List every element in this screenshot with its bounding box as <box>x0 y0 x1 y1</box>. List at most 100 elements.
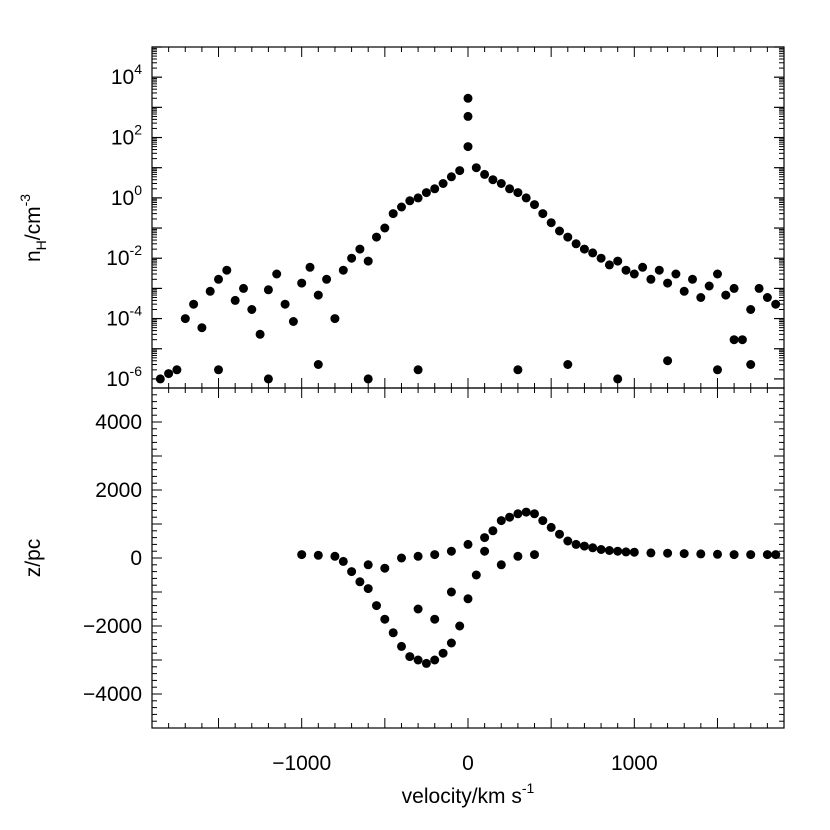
density-point <box>505 184 515 194</box>
density-point <box>455 166 465 176</box>
density-point <box>654 265 664 275</box>
density-point <box>496 179 506 188</box>
density-point <box>696 293 706 302</box>
height-point <box>696 549 706 559</box>
density-point <box>638 262 648 272</box>
density-point <box>721 290 731 300</box>
density-y-tick-label: 100 <box>111 182 142 210</box>
density-point <box>247 305 257 314</box>
density-point <box>646 274 656 284</box>
density-point <box>263 374 273 384</box>
density-point <box>239 283 248 293</box>
density-point <box>421 188 431 198</box>
density-point <box>563 360 573 369</box>
height-velocity-panel: −4000 −2000 0 2000 4000 −1000 0 1000 z/pc velo… <box>22 387 785 808</box>
height-point <box>380 614 390 624</box>
density-point <box>305 262 315 272</box>
height-point <box>455 621 465 631</box>
density-y-tick-label: 10-4 <box>106 303 142 331</box>
height-point <box>297 550 307 560</box>
density-y-tick-label: 102 <box>111 122 142 150</box>
density-point <box>596 253 606 263</box>
height-point <box>571 539 581 549</box>
density-point <box>297 278 307 288</box>
x-axis-label: velocity/km s-1 <box>402 780 535 808</box>
density-point <box>746 305 756 314</box>
density-point <box>164 369 174 379</box>
height-point <box>546 522 556 532</box>
height-point <box>530 550 539 560</box>
density-x-ticks <box>151 47 785 388</box>
density-point <box>588 248 598 258</box>
density-point <box>313 290 323 300</box>
height-point <box>746 550 756 560</box>
density-point <box>463 142 473 152</box>
density-point <box>205 286 215 296</box>
height-point <box>363 560 373 570</box>
x-tick-label: 0 <box>462 752 474 775</box>
density-point <box>380 223 390 233</box>
density-point <box>762 293 772 302</box>
height-point <box>413 604 423 614</box>
density-y-label-exponent: -3 <box>17 194 33 207</box>
height-point <box>413 551 423 561</box>
height-point <box>513 509 523 519</box>
height-point <box>372 601 381 611</box>
density-point <box>430 184 440 194</box>
density-point <box>397 202 406 212</box>
height-point <box>397 641 406 651</box>
density-point <box>480 169 490 179</box>
density-point <box>713 269 722 279</box>
density-point <box>513 365 523 375</box>
height-y-axis-label: z/pc <box>22 539 45 578</box>
density-point <box>613 374 623 384</box>
height-point <box>513 551 523 561</box>
density-point <box>729 283 739 293</box>
height-point <box>463 594 473 604</box>
height-point <box>480 546 490 556</box>
density-point <box>579 244 589 254</box>
height-y-ticks: −4000 −2000 0 2000 4000 <box>83 387 784 729</box>
density-point <box>413 365 423 375</box>
density-point <box>688 274 697 284</box>
density-point <box>288 317 298 326</box>
height-point <box>397 553 406 563</box>
density-point <box>255 329 265 339</box>
density-point <box>621 265 631 275</box>
height-x-ticks: −1000 0 1000 <box>151 388 785 775</box>
height-point <box>446 587 456 597</box>
density-point <box>713 365 722 375</box>
density-point <box>530 200 539 210</box>
density-y-label-subscript: H <box>33 240 49 250</box>
density-point <box>488 175 498 185</box>
height-point <box>663 548 673 558</box>
density-point <box>197 323 207 333</box>
density-velocity-panel: 10-6 10-4 10-2 100 102 104 nH/cm-3 <box>17 46 785 391</box>
height-point <box>613 546 623 556</box>
density-y-tick-label: 10-6 <box>106 363 142 391</box>
height-point <box>555 529 564 539</box>
height-y-tick-label: 0 <box>130 547 142 570</box>
height-scatter-points <box>297 507 781 668</box>
x-label-exponent: -1 <box>522 780 535 796</box>
density-point <box>438 179 448 188</box>
density-point <box>538 209 548 219</box>
height-point <box>496 560 506 570</box>
x-label-text: velocity/km s <box>402 785 522 808</box>
height-point <box>729 550 739 560</box>
density-y-axis-label: nH/cm-3 <box>17 194 49 262</box>
density-y-label-symbol: n <box>22 250 45 262</box>
density-point <box>222 265 232 275</box>
height-point <box>646 548 656 558</box>
density-point <box>313 360 323 369</box>
density-point <box>214 274 223 284</box>
density-point <box>663 356 673 366</box>
density-point <box>214 365 223 375</box>
height-point <box>488 526 498 536</box>
height-y-tick-label: −4000 <box>83 683 142 706</box>
density-point <box>546 218 556 228</box>
density-point <box>737 335 747 345</box>
density-point <box>704 281 714 291</box>
height-point <box>505 512 515 522</box>
